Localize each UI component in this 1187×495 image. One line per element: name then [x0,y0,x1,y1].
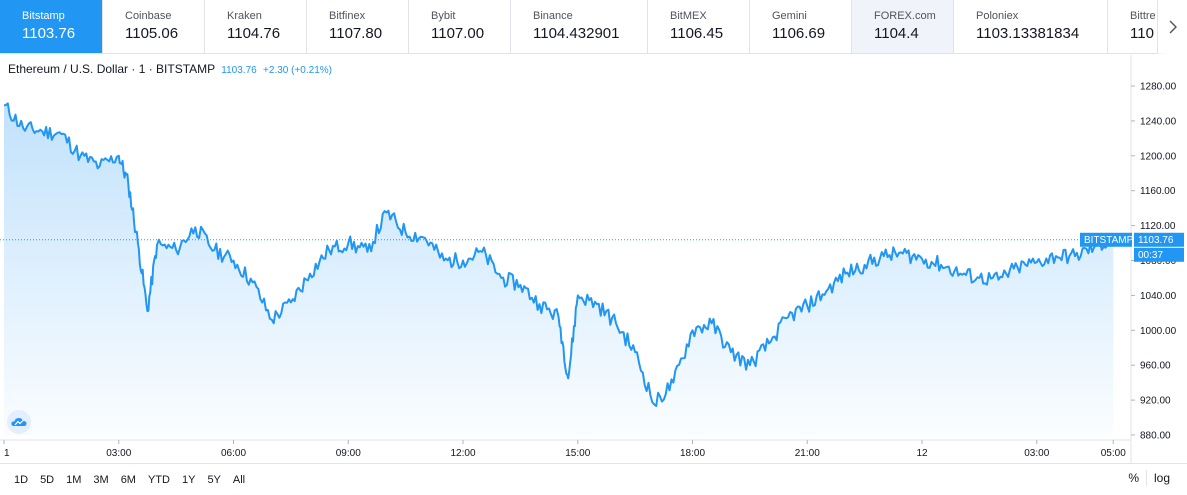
exchange-tab-bitmex[interactable]: BitMEX 1106.45 [648,0,750,53]
exchange-tab-gemini[interactable]: Gemini 1106.69 [750,0,852,53]
y-tick-label: 1000.00 [1140,326,1177,337]
legend-symbol: Ethereum / U.S. Dollar · 1 · BITSTAMP [8,62,215,76]
exchange-tab-coinbase[interactable]: Coinbase 1105.06 [103,0,205,53]
tradingview-cloud-icon [11,418,27,426]
exchange-tab-forex-com[interactable]: FOREX.com 1104.4 [852,0,954,53]
exchange-price: 1103.76 [22,25,76,42]
exchange-price-tag: BITSTAMP [1084,235,1134,246]
last-price-tag-bg [1134,232,1184,247]
exchange-name: Poloniex [976,10,1019,22]
bar-countdown-tag-bg [1134,247,1184,262]
x-tick-label: 06:00 [221,448,246,459]
y-tick-label: 1160.00 [1140,186,1176,197]
exchange-price: 1105.06 [125,25,179,42]
exchange-name: FOREX.com [874,10,936,22]
legend-value: 1103.76 [221,65,257,76]
exchange-price: 1106.45 [670,25,724,42]
exchange-tab-binance[interactable]: Binance 1104.432901 [511,0,648,53]
x-tick-label: 18:00 [680,448,705,459]
exchange-tab-poloniex[interactable]: Poloniex 1103.13381834 [954,0,1108,53]
y-tick-label: 920.00 [1140,396,1171,407]
exchange-price: 1103.13381834 [976,25,1080,42]
exchange-price: 1106.69 [772,25,826,42]
range-button-ytd[interactable]: YTD [147,473,170,486]
range-button-1y[interactable]: 1Y [181,473,196,486]
x-tick-label: 21:00 [795,448,820,459]
x-tick-label: 15:00 [565,448,590,459]
x-tick-label: 03:00 [106,448,131,459]
chart-legend: Ethereum / U.S. Dollar · 1 · BITSTAMP 11… [8,62,332,76]
exchange-name: BitMEX [670,10,707,22]
price-line [3,102,1115,407]
exchange-tab-kraken[interactable]: Kraken 1104.76 [205,0,307,53]
range-button-1m[interactable]: 1M [66,473,82,486]
chevron-right-icon [1169,20,1177,34]
exchange-price-tag-bg [1080,232,1132,247]
range-button-6m[interactable]: 6M [120,473,136,486]
tradingview-logo[interactable] [7,410,31,434]
x-tick-label: 1 [4,448,10,459]
log-scale-toggle[interactable]: log [1153,471,1170,485]
exchange-name: Coinbase [125,10,172,22]
x-tick-label: 12 [916,448,928,459]
price-area-fill [4,103,1114,436]
x-tick-label: 09:00 [336,448,361,459]
exchange-tab-bitstamp[interactable]: Bitstamp 1103.76 [0,0,103,53]
y-tick-label: 1240.00 [1140,116,1177,127]
range-button-5y[interactable]: 5Y [207,473,221,486]
last-price-tag: 1103.76 [1138,235,1174,246]
exchange-tab-bitfinex[interactable]: Bitfinex 1107.80 [307,0,409,53]
exchange-name: Bybit [431,10,456,22]
range-toolbar: 1D 5D 1M 3M 6M YTD 1Y 5Y All % log [0,463,1187,495]
y-tick-label: 960.00 [1140,361,1171,372]
range-button-1d[interactable]: 1D [14,473,29,486]
x-tick-label: 12:00 [450,448,475,459]
x-tick-label: 05:00 [1101,448,1126,459]
y-tick-label: 1280.00 [1140,82,1177,93]
range-button-all[interactable]: All [232,473,246,486]
exchange-tab-bybit[interactable]: Bybit 1107.00 [409,0,511,53]
exchange-price: 1104.4 [874,25,919,42]
range-button-3m[interactable]: 3M [93,473,109,486]
exchange-price: 110 [1130,25,1154,42]
exchange-name: Bittre [1130,10,1156,22]
exchange-name: Gemini [772,10,807,22]
exchange-price: 1107.00 [431,25,485,42]
bar-countdown-tag: 00:37 [1138,250,1163,261]
time-axis[interactable]: 1 03:00 06:00 09:00 12:00 15:00 18:00 21:00 12 03… [3,440,1126,459]
exchange-price: 1104.432901 [533,25,620,42]
exchange-name: Kraken [227,10,262,22]
exchange-price: 1104.76 [227,25,281,42]
y-tick-label: 880.00 [1140,431,1171,442]
divider [1145,470,1147,486]
scroll-right-button[interactable] [1157,0,1187,54]
y-tick-label: 1040.00 [1140,291,1177,302]
chart-canvas[interactable]: 1280.001240.001200.001160.001120.001080.… [0,55,1187,463]
legend-change: +2.30 (+0.21%) [263,65,332,76]
y-tick-label: 1120.00 [1140,221,1176,232]
exchange-tabs: Bitstamp 1103.76 Coinbase 1105.06 Kraken 1104… [0,0,1187,54]
exchange-price: 1107.80 [329,25,383,42]
range-button-5d[interactable]: 5D [40,473,55,486]
price-chart[interactable]: Ethereum / U.S. Dollar · 1 · BITSTAMP 11… [0,55,1187,463]
exchange-name: Bitfinex [329,10,366,22]
y-tick-label: 1200.00 [1140,151,1177,162]
percent-scale-toggle[interactable]: % [1128,471,1139,485]
exchange-name: Binance [533,10,573,22]
x-tick-label: 03:00 [1024,448,1049,459]
exchange-name: Bitstamp [22,10,65,22]
